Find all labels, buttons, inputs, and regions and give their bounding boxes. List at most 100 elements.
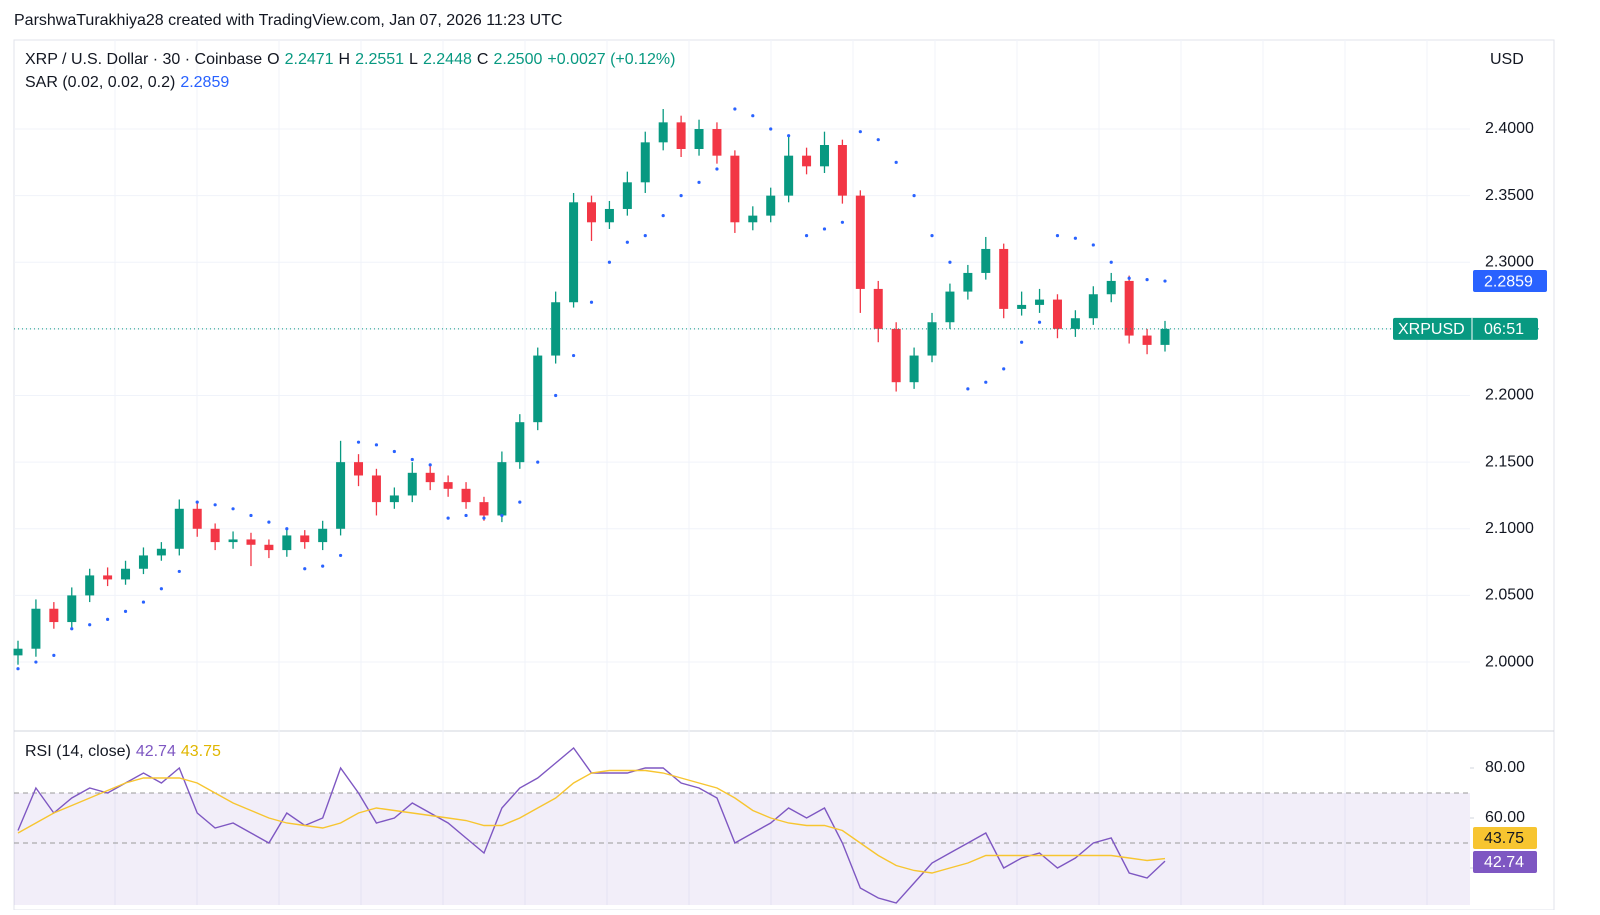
candle-body <box>1106 280 1116 295</box>
legend: SAR (0.02, 0.02, 0.2) 2.2859 <box>25 74 229 91</box>
sar-dot <box>1073 236 1077 240</box>
ticker-badge <box>1393 317 1538 340</box>
candle-body <box>300 535 310 543</box>
legend-item: 2.2500 <box>493 51 542 68</box>
candle-body <box>85 575 95 596</box>
legend-item: 2.2448 <box>423 51 472 68</box>
candle-body <box>67 595 77 623</box>
candle-body <box>837 145 847 196</box>
candle-body <box>461 488 471 503</box>
candle-body <box>371 475 381 503</box>
legend-item: L <box>409 51 418 68</box>
candle-body <box>103 575 113 580</box>
sar-dot <box>123 609 128 614</box>
rsi-badge <box>1473 827 1537 849</box>
legend-item: H <box>339 51 351 68</box>
candle-body <box>264 544 274 551</box>
candle-body <box>138 555 148 569</box>
candle-body <box>1035 299 1045 305</box>
legend-item: RSI (14, close) <box>25 743 131 760</box>
sar-dot <box>1037 320 1042 324</box>
legend-item: 2.2859 <box>180 74 229 91</box>
sar-dot <box>428 463 432 467</box>
candle-body <box>246 539 256 545</box>
sar-dot <box>231 507 235 511</box>
rsi-badge-label: 42.74 <box>1484 854 1524 871</box>
ticker-label: XRPUSD <box>1398 321 1465 338</box>
sar-dot <box>303 567 307 571</box>
legend-item: 2.2551 <box>355 51 404 68</box>
candle-body <box>515 422 525 463</box>
sar-dot <box>159 587 163 591</box>
sar-dot <box>966 387 970 391</box>
candle-body <box>336 462 346 529</box>
candle-body <box>587 202 596 223</box>
y-tick-label: 2.1000 <box>1485 520 1534 537</box>
y-tick-label: 60.00 <box>1485 809 1525 826</box>
candle-body <box>730 155 740 223</box>
candle-body <box>927 322 937 356</box>
candle-body <box>712 129 722 156</box>
sar-dot <box>661 214 665 218</box>
candle-body <box>981 248 991 273</box>
candle-body <box>425 472 435 483</box>
legend-item: +0.0027 (+0.12%) <box>547 51 675 68</box>
y-tick-label: 2.2000 <box>1485 387 1534 404</box>
sar-dot <box>410 457 414 462</box>
candle-body <box>497 462 507 516</box>
candle-body <box>1052 299 1062 329</box>
sar-dot <box>804 234 809 238</box>
sar-dot <box>1109 260 1113 264</box>
sar-dot <box>213 503 217 507</box>
rsi-line <box>17 769 1166 874</box>
y-tick-label: 2.4000 <box>1485 120 1534 137</box>
candle-body <box>999 248 1009 309</box>
currency[interactable]: USD <box>1490 51 1524 68</box>
candle-body <box>873 288 883 329</box>
sar-dot <box>1055 234 1060 238</box>
sar-dot <box>1020 340 1024 344</box>
candle-body <box>766 195 776 216</box>
candle-body <box>174 508 184 549</box>
sar-dot <box>625 240 629 244</box>
sar-dot <box>141 600 146 604</box>
rsi-badge-label: 43.75 <box>1484 830 1524 847</box>
legend-item: SAR (0.02, 0.02, 0.2) <box>25 74 175 91</box>
sar-dot <box>643 234 647 238</box>
candle-body <box>658 122 668 143</box>
candle-body <box>891 328 901 383</box>
candle-body <box>694 129 704 150</box>
candle-body <box>1070 318 1080 329</box>
candle-body <box>551 302 561 356</box>
sar-dot <box>34 660 38 664</box>
sar-dot <box>930 234 934 238</box>
sar-dot <box>16 667 20 671</box>
candle-body <box>443 482 453 489</box>
sar-dot <box>536 460 540 464</box>
sar-dot <box>733 107 737 111</box>
candle-body <box>354 462 364 476</box>
candle-body <box>282 535 292 551</box>
frame <box>13 39 1555 911</box>
sar-dot <box>571 353 576 358</box>
candle-body <box>1017 304 1027 309</box>
candle-body <box>210 528 220 543</box>
candle-body <box>156 548 166 556</box>
y-tick-label: 2.0500 <box>1485 587 1534 604</box>
sar-dot <box>356 440 361 444</box>
candle-body <box>640 142 650 183</box>
sar-dot <box>697 180 701 184</box>
candle-body <box>13 648 23 656</box>
sar-dot <box>876 138 880 142</box>
candle-body <box>622 182 632 209</box>
candle-body <box>318 528 328 543</box>
candle-body <box>533 355 543 423</box>
sar-dot <box>607 260 612 264</box>
candle-body <box>1124 280 1134 336</box>
candle-body <box>819 145 829 167</box>
candle-body <box>855 195 865 289</box>
candle-body <box>802 155 812 167</box>
sar-dot <box>52 653 56 657</box>
candle-body <box>389 495 399 503</box>
